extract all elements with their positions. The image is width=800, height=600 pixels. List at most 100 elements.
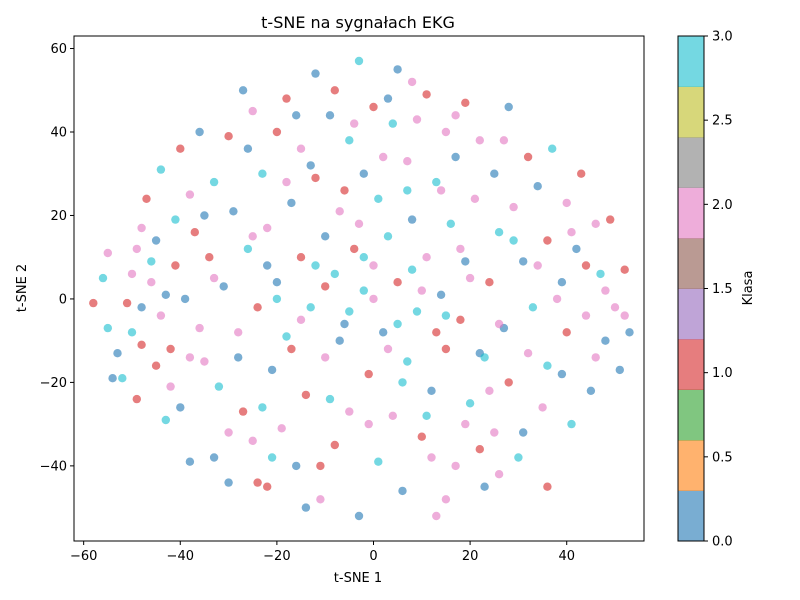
scatter-point bbox=[567, 419, 576, 429]
scatter-point bbox=[171, 261, 180, 270]
colorbar-tick-label: 1.0 bbox=[712, 366, 733, 381]
colorbar-tick-label: 3.0 bbox=[712, 30, 733, 45]
scatter-point bbox=[407, 265, 417, 274]
scatter-point bbox=[403, 157, 412, 166]
scatter-point bbox=[248, 106, 257, 116]
scatter-point bbox=[620, 311, 629, 320]
scatter-point bbox=[108, 374, 117, 383]
scatter-point bbox=[422, 253, 431, 262]
scatter-point bbox=[243, 144, 253, 153]
scatter-point bbox=[151, 361, 161, 370]
scatter-point bbox=[253, 303, 262, 312]
colorbar-segment bbox=[678, 238, 704, 289]
scatter-point bbox=[113, 349, 122, 358]
scatter-point bbox=[379, 328, 388, 337]
scatter-point bbox=[103, 248, 113, 258]
scatter-point bbox=[369, 261, 378, 270]
scatter-point bbox=[577, 169, 586, 178]
scatter-point bbox=[504, 102, 513, 112]
colorbar-segment bbox=[678, 490, 704, 542]
scatter-point bbox=[533, 261, 542, 270]
scatter-point bbox=[161, 290, 170, 299]
scatter-point bbox=[200, 211, 209, 220]
scatter-point bbox=[441, 344, 451, 354]
colorbar bbox=[677, 35, 705, 542]
scatter-point bbox=[209, 273, 219, 283]
colorbar-tick-label: 0.0 bbox=[712, 535, 733, 550]
scatter-point bbox=[147, 257, 156, 266]
scatter-point bbox=[219, 282, 228, 291]
colorbar-segment bbox=[678, 288, 704, 340]
scatter-point bbox=[509, 202, 518, 212]
scatter-point bbox=[316, 495, 325, 504]
scatter-point bbox=[475, 136, 484, 145]
scatter-point bbox=[321, 353, 330, 362]
scatter-point bbox=[267, 453, 277, 462]
scatter-point bbox=[369, 294, 378, 304]
scatter-point bbox=[330, 440, 339, 450]
scatter-point bbox=[436, 186, 446, 195]
scatter-point bbox=[306, 161, 315, 170]
scatter-point bbox=[137, 340, 146, 349]
scatter-point bbox=[248, 232, 257, 241]
scatter-point bbox=[591, 219, 600, 228]
scatter-point bbox=[296, 315, 306, 324]
scatter-point bbox=[200, 357, 209, 366]
scatter-point bbox=[615, 365, 624, 375]
colorbar-label: Klasa bbox=[741, 271, 756, 306]
scatter-point bbox=[185, 353, 195, 362]
scatter-point bbox=[591, 353, 600, 362]
scatter-point bbox=[441, 311, 451, 320]
scatter-point bbox=[350, 244, 359, 254]
scatter-point bbox=[224, 478, 233, 487]
scatter-point bbox=[494, 228, 504, 237]
scatter-point bbox=[354, 219, 364, 228]
scatter-point bbox=[412, 115, 422, 124]
scatter-point bbox=[335, 207, 344, 216]
scatter-point bbox=[398, 486, 407, 496]
scatter-point bbox=[417, 432, 426, 441]
colorbar-segment bbox=[678, 339, 704, 390]
scatter-point bbox=[485, 278, 494, 287]
scatter-point bbox=[548, 144, 557, 153]
scatter-point bbox=[543, 482, 552, 491]
scatter-point bbox=[407, 77, 417, 87]
scatter-point bbox=[161, 415, 170, 425]
scatter-point bbox=[272, 294, 282, 304]
y-axis-label: t-SNE 2 bbox=[15, 264, 30, 312]
scatter-point bbox=[465, 273, 475, 283]
scatter-point bbox=[412, 307, 422, 316]
scatter-point bbox=[403, 186, 412, 195]
scatter-point bbox=[557, 369, 567, 379]
scatter-point bbox=[494, 470, 504, 479]
scatter-point bbox=[354, 56, 364, 66]
scatter-point bbox=[98, 273, 108, 283]
scatter-point bbox=[263, 261, 272, 270]
y-tick-label: −20 bbox=[40, 376, 67, 391]
scatter-point bbox=[238, 407, 248, 416]
x-tick-label: −40 bbox=[167, 549, 194, 564]
chart-title: t-SNE na sygnałach EKG bbox=[261, 13, 455, 32]
scatter-point bbox=[287, 198, 296, 208]
colorbar-tick-label: 1.5 bbox=[712, 282, 733, 297]
scatter-point bbox=[151, 236, 161, 245]
scatter-point bbox=[180, 294, 190, 304]
scatter-point bbox=[156, 311, 166, 320]
scatter-point bbox=[340, 186, 349, 195]
scatter-point bbox=[185, 457, 195, 466]
scatter-point bbox=[156, 165, 166, 174]
scatter-point bbox=[523, 152, 533, 162]
scatter-point bbox=[272, 278, 282, 287]
x-tick-label: 20 bbox=[462, 549, 479, 564]
scatter-point bbox=[586, 386, 596, 395]
scatter-point bbox=[388, 119, 397, 128]
scatter-point bbox=[451, 111, 460, 120]
scatter-point bbox=[359, 286, 368, 295]
scatter-point bbox=[601, 336, 610, 345]
scatter-point bbox=[393, 278, 402, 287]
scatter-point bbox=[451, 152, 460, 162]
scatter-point bbox=[519, 257, 528, 266]
scatter-point bbox=[229, 207, 238, 216]
scatter-point bbox=[383, 94, 393, 103]
